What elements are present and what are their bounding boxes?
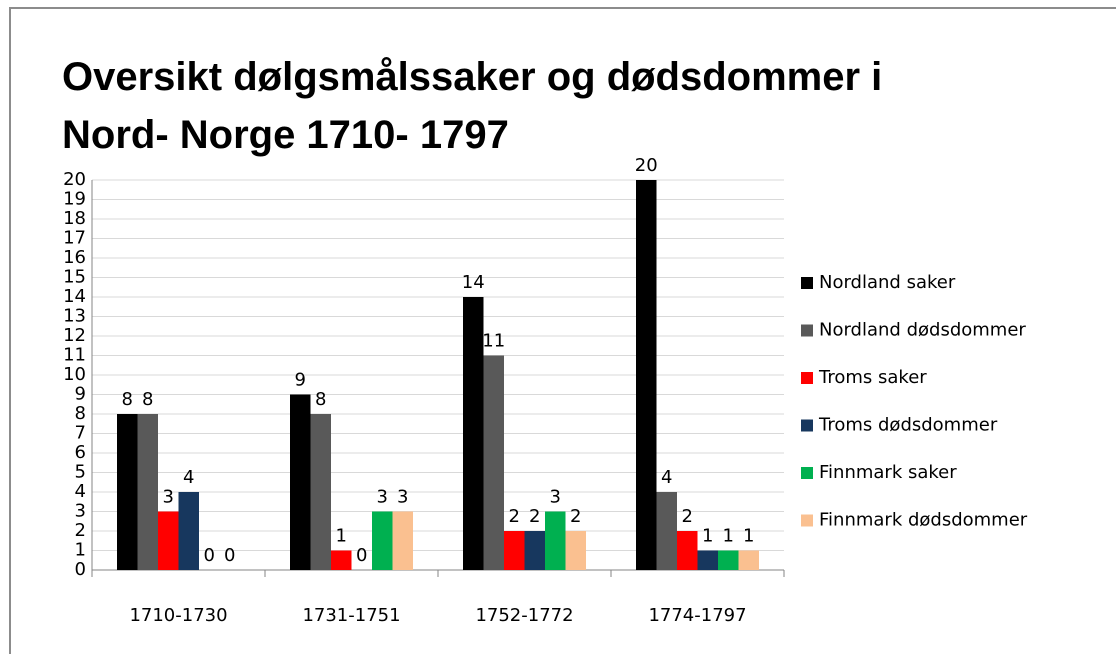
bar xyxy=(718,550,739,570)
data-label: 2 xyxy=(682,506,693,527)
data-label: 1 xyxy=(723,526,734,547)
bar xyxy=(372,511,393,570)
bar xyxy=(524,531,545,570)
data-label: 3 xyxy=(550,487,561,508)
bar xyxy=(656,492,677,570)
y-tick-label: 15 xyxy=(63,267,86,288)
frame xyxy=(9,7,1116,654)
y-tick-label: 8 xyxy=(75,403,86,424)
bar xyxy=(117,414,138,570)
bar xyxy=(178,492,199,570)
y-tick-label: 13 xyxy=(63,306,86,327)
data-label: 11 xyxy=(482,331,505,352)
data-label: 8 xyxy=(142,389,153,410)
y-tick-label: 9 xyxy=(75,384,86,405)
y-tick-label: 19 xyxy=(63,189,86,210)
bar xyxy=(636,180,657,570)
y-tick-label: 7 xyxy=(75,423,86,444)
y-tick-label: 3 xyxy=(75,501,86,522)
y-tick-label: 17 xyxy=(63,228,86,249)
legend-label: Finnmark dødsdommer xyxy=(819,510,1028,531)
bar xyxy=(738,550,759,570)
data-label: 14 xyxy=(462,272,485,293)
bar xyxy=(565,531,586,570)
data-label: 1 xyxy=(702,526,713,547)
bar xyxy=(677,531,698,570)
y-tick-label: 5 xyxy=(75,462,86,483)
data-label: 2 xyxy=(529,506,540,527)
y-tick-label: 4 xyxy=(75,481,86,502)
legend-swatch xyxy=(801,514,813,527)
data-label: 0 xyxy=(224,545,235,566)
legend-label: Troms dødsdommer xyxy=(818,415,998,436)
bar xyxy=(290,394,311,570)
chart-title: Oversikt dølgsmålssaker og dødsdommer i … xyxy=(62,55,883,157)
y-tick-label: 18 xyxy=(63,208,86,229)
data-label: 2 xyxy=(509,506,520,527)
y-tick-label: 14 xyxy=(63,286,86,307)
legend-swatch xyxy=(801,419,813,432)
y-tick-label: 1 xyxy=(75,540,86,561)
data-label: 3 xyxy=(397,487,408,508)
x-tick-label: 1710-1730 xyxy=(129,605,227,626)
data-label: 4 xyxy=(183,467,194,488)
legend-label: Nordland dødsdommer xyxy=(819,320,1026,341)
y-tick-label: 20 xyxy=(63,169,86,190)
y-tick-label: 11 xyxy=(63,345,86,366)
legend-label: Finnmark saker xyxy=(819,462,957,483)
bar xyxy=(697,550,718,570)
y-tick-label: 0 xyxy=(75,559,86,580)
bar xyxy=(310,414,331,570)
y-tick-label: 12 xyxy=(63,325,86,346)
data-label: 2 xyxy=(570,506,581,527)
legend-swatch xyxy=(801,467,813,479)
bar xyxy=(392,511,413,570)
data-label: 8 xyxy=(122,389,133,410)
bar xyxy=(483,355,504,570)
x-tick-label: 1752-1772 xyxy=(475,605,573,626)
x-tick-label: 1731-1751 xyxy=(302,605,400,626)
legend-swatch xyxy=(801,372,813,384)
bar xyxy=(137,414,158,570)
data-label: 4 xyxy=(661,467,672,488)
y-tick-label: 2 xyxy=(75,520,86,541)
data-label: 1 xyxy=(336,526,347,547)
legend-label: Troms saker xyxy=(818,367,927,388)
y-tick-label: 6 xyxy=(75,442,86,463)
bar xyxy=(504,531,525,570)
data-label: 0 xyxy=(356,545,367,566)
bar xyxy=(331,550,352,570)
data-label: 3 xyxy=(377,487,388,508)
y-tick-label: 10 xyxy=(63,364,86,385)
data-label: 1 xyxy=(743,526,754,547)
bar xyxy=(463,297,484,570)
data-label: 8 xyxy=(315,389,326,410)
data-label: 20 xyxy=(635,155,658,176)
y-tick-label: 16 xyxy=(63,247,86,268)
legend-label: Nordland saker xyxy=(819,272,956,293)
legend-swatch xyxy=(801,277,813,289)
x-tick-label: 1774-1797 xyxy=(648,605,746,626)
bar xyxy=(158,511,179,570)
legend-swatch xyxy=(801,324,813,337)
data-label: 9 xyxy=(295,370,306,391)
bar xyxy=(545,511,566,570)
data-label: 0 xyxy=(204,545,215,566)
data-label: 3 xyxy=(163,487,174,508)
